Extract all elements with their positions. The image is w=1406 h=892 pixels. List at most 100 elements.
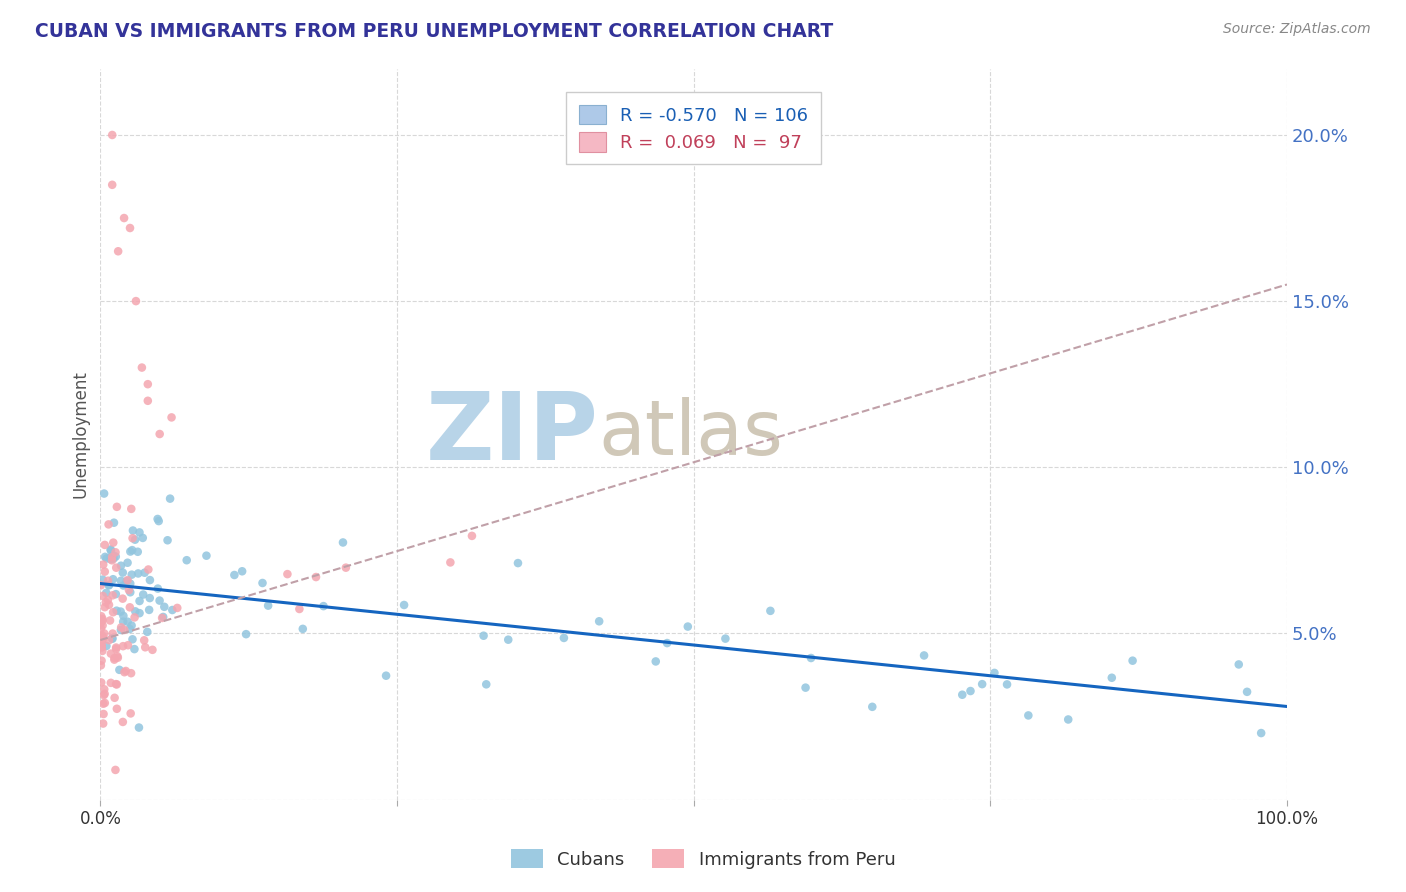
Point <box>94 565 117 579</box>
Point <box>162 603 184 617</box>
Point <box>117 638 139 652</box>
Point <box>101 632 124 646</box>
Point <box>128 525 150 540</box>
Point <box>392 598 415 612</box>
Point <box>124 642 146 657</box>
Point <box>101 553 124 567</box>
Point <box>112 578 135 592</box>
Point <box>93 688 115 702</box>
Point <box>714 632 737 646</box>
Point <box>90 578 112 592</box>
Point <box>103 535 125 549</box>
Point <box>138 603 160 617</box>
Point <box>149 593 172 607</box>
Point <box>1101 671 1123 685</box>
Point <box>111 714 134 729</box>
Point <box>153 599 176 614</box>
Point <box>117 556 139 570</box>
Point <box>224 568 246 582</box>
Point <box>1250 726 1272 740</box>
Point <box>96 586 118 600</box>
Point <box>91 589 114 603</box>
Point <box>91 612 114 626</box>
Point <box>100 647 122 661</box>
Point <box>475 677 498 691</box>
Legend: Cubans, Immigrants from Peru: Cubans, Immigrants from Peru <box>503 842 903 876</box>
Point <box>101 178 124 192</box>
Text: Source: ZipAtlas.com: Source: ZipAtlas.com <box>1223 22 1371 37</box>
Point <box>176 553 198 567</box>
Point <box>472 629 495 643</box>
Point <box>98 614 121 628</box>
Point <box>117 573 139 587</box>
Point <box>105 560 128 574</box>
Point <box>235 627 257 641</box>
Point <box>104 549 127 564</box>
Point <box>134 640 156 655</box>
Point <box>912 648 935 663</box>
Point <box>1227 657 1250 672</box>
Point <box>644 655 666 669</box>
Point <box>128 606 150 620</box>
Point <box>93 626 115 640</box>
Point <box>111 566 134 580</box>
Point <box>120 706 142 721</box>
Point <box>332 535 354 549</box>
Point <box>97 574 120 588</box>
Point <box>104 545 127 559</box>
Point <box>148 514 170 528</box>
Point <box>91 614 114 628</box>
Point <box>118 583 141 598</box>
Point <box>112 639 135 653</box>
Point <box>132 531 155 545</box>
Point <box>112 615 135 629</box>
Point <box>110 623 132 637</box>
Point <box>506 556 529 570</box>
Point <box>90 639 112 653</box>
Point <box>150 611 173 625</box>
Point <box>112 608 135 623</box>
Point <box>105 702 128 716</box>
Point <box>112 211 135 225</box>
Point <box>124 604 146 618</box>
Point <box>553 631 575 645</box>
Point <box>159 491 181 506</box>
Point <box>134 633 156 648</box>
Point <box>101 626 124 640</box>
Point <box>118 221 141 235</box>
Point <box>461 529 484 543</box>
Point <box>97 593 120 607</box>
Point <box>105 677 128 691</box>
Point <box>93 706 115 721</box>
Point <box>104 690 127 705</box>
Point <box>860 699 883 714</box>
Point <box>121 531 143 545</box>
Point <box>108 663 131 677</box>
Point <box>252 576 274 591</box>
Point <box>131 360 153 375</box>
Point <box>93 486 115 500</box>
Point <box>291 622 314 636</box>
Point <box>972 677 994 691</box>
Legend: R = -0.570   N = 106, R =  0.069   N =  97: R = -0.570 N = 106, R = 0.069 N = 97 <box>567 92 821 164</box>
Point <box>118 622 141 636</box>
Point <box>122 524 145 538</box>
Point <box>136 393 159 408</box>
Point <box>121 632 143 647</box>
Point <box>110 620 132 634</box>
Point <box>128 594 150 608</box>
Point <box>90 609 112 624</box>
Point <box>90 622 112 636</box>
Point <box>195 549 218 563</box>
Point <box>121 567 143 582</box>
Point <box>103 653 125 667</box>
Point <box>98 633 121 648</box>
Point <box>146 582 169 596</box>
Point <box>305 570 328 584</box>
Point <box>136 377 159 392</box>
Point <box>439 556 461 570</box>
Point <box>107 650 129 665</box>
Point <box>100 676 122 690</box>
Point <box>94 538 117 552</box>
Point <box>110 558 132 573</box>
